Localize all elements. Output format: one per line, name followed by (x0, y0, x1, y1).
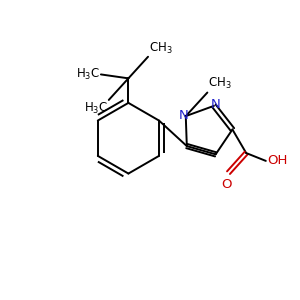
Text: CH$_3$: CH$_3$ (208, 76, 232, 91)
Text: N: N (179, 109, 189, 122)
Text: H$_3$C: H$_3$C (84, 101, 108, 116)
Text: OH: OH (267, 154, 287, 167)
Text: O: O (221, 178, 232, 190)
Text: N: N (211, 98, 221, 111)
Text: CH$_3$: CH$_3$ (149, 41, 173, 56)
Text: H$_3$C: H$_3$C (76, 67, 100, 82)
